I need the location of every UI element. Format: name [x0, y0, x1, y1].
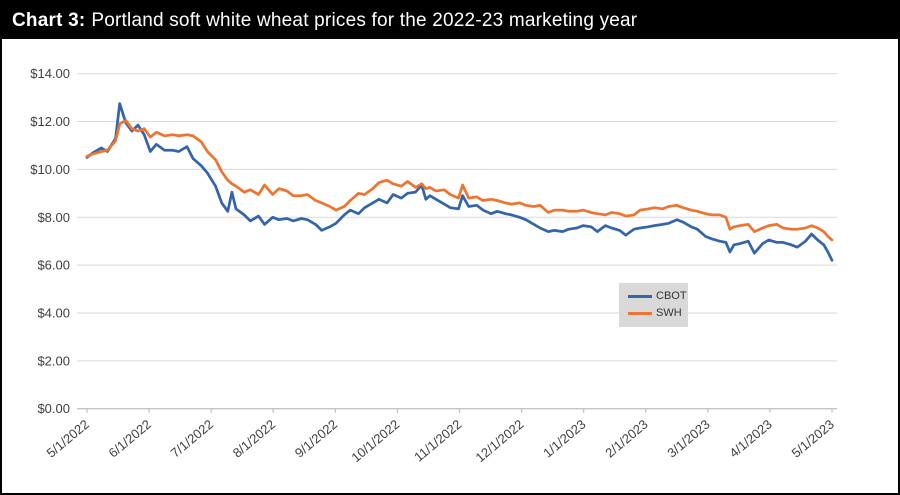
legend: CBOT SWH: [619, 283, 688, 327]
x-axis-tick-label: 8/1/2022: [230, 417, 278, 461]
x-axis-tick-label: 1/1/2023: [540, 417, 588, 461]
x-axis-tick-label: 3/1/2023: [664, 417, 712, 461]
x-axis-tick-label: 6/1/2022: [106, 417, 154, 461]
x-axis-tick-label: 9/1/2022: [292, 417, 340, 461]
x-axis-tick-label: 11/1/2022: [411, 417, 464, 465]
chart-title-prefix: Chart 3:: [12, 9, 86, 31]
cbot-series-line: [85, 102, 834, 262]
swh-series-line: [85, 119, 834, 242]
y-axis-tick-label: $12.00: [30, 114, 70, 129]
x-axis-tick-label: 10/1/2022: [348, 417, 402, 466]
y-axis-tick-label: $6.00: [37, 258, 70, 273]
y-axis-tick-label: $10.00: [30, 162, 70, 177]
x-axis-tick-label: 7/1/2022: [168, 417, 216, 461]
legend-label-cbot: CBOT: [656, 290, 687, 302]
y-axis-tick-label: $0.00: [37, 401, 70, 416]
y-axis-tick-label: $14.00: [30, 66, 70, 81]
chart-title-text: Portland soft white wheat prices for the…: [91, 9, 638, 31]
x-axis-tick-label: 12/1/2022: [473, 417, 527, 466]
y-axis-tick-label: $4.00: [37, 305, 70, 320]
x-axis-tick-label: 2/1/2023: [602, 417, 650, 461]
legend-item-swh: SWH: [628, 308, 688, 319]
x-axis-tick-label: 4/1/2023: [726, 417, 774, 461]
chart-title-bar: Chart 3: Portland soft white wheat price…: [2, 2, 898, 39]
cbot-line-swatch: [628, 295, 652, 298]
swh-line-swatch: [628, 312, 652, 315]
y-axis-tick-label: $2.00: [37, 353, 70, 368]
x-axis-tick-label: 5/1/2023: [789, 417, 837, 461]
legend-item-cbot: CBOT: [628, 291, 688, 302]
legend-label-swh: SWH: [656, 307, 682, 319]
x-axis-tick-label: 5/1/2022: [44, 417, 92, 461]
y-axis-tick-label: $8.00: [37, 210, 70, 225]
